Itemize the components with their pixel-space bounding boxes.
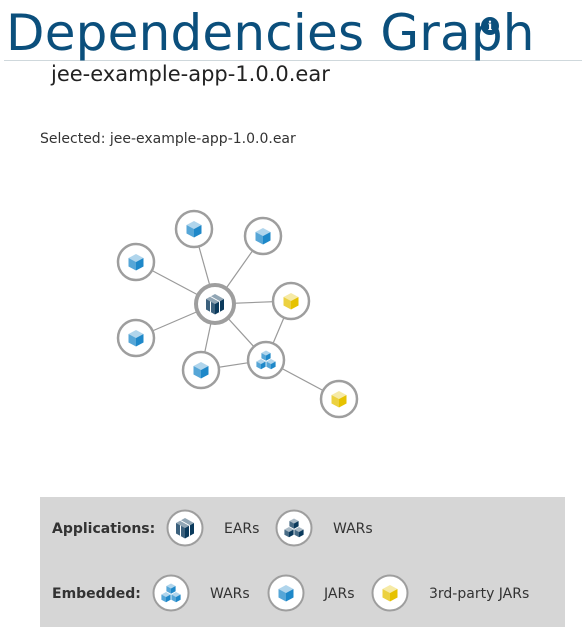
third-party-jar-icon [371, 574, 409, 612]
graph-node-jar[interactable] [174, 209, 214, 249]
graph-node-third-party-jar[interactable] [271, 281, 311, 321]
selection-prefix: Selected: [40, 131, 106, 147]
legend-row-embedded: Embedded: WARs JARs 3rd-party JARs [40, 572, 565, 616]
info-icon[interactable]: i [481, 17, 499, 35]
graph-node-jar[interactable] [116, 318, 156, 358]
selection-status: Selected: jee-example-app-1.0.0.ear [40, 130, 296, 148]
application-name: jee-example-app-1.0.0.ear [51, 62, 330, 86]
page-header: Dependencies Graph i [4, 0, 582, 62]
legend-panel: Applications: EARs WARs Embedded: WARs J… [40, 497, 565, 627]
graph-node-jar[interactable] [116, 242, 156, 282]
legend-third-party-label: 3rd-party JARs [429, 586, 530, 602]
legend-wars-label: WARs [333, 521, 373, 537]
legend-embedded-heading: Embedded: [52, 586, 141, 602]
graph-node-jar[interactable] [243, 216, 283, 256]
graph-node-third-party-jar[interactable] [319, 379, 359, 419]
ear-icon [166, 509, 204, 547]
jar-icon [267, 574, 305, 612]
graph-node-embedded-war[interactable] [246, 340, 286, 380]
legend-jars-label: JARs [324, 586, 355, 602]
legend-row-applications: Applications: EARs WARs [40, 507, 565, 551]
legend-ears-label: EARs [224, 521, 260, 537]
graph-node-ear-root[interactable] [194, 283, 236, 325]
legend-applications-heading: Applications: [52, 521, 156, 537]
dependency-graph[interactable] [0, 0, 582, 490]
graph-edges [135, 228, 340, 400]
page-title: Dependencies Graph [6, 4, 535, 62]
war-icon [275, 509, 313, 547]
selection-value: jee-example-app-1.0.0.ear [109, 131, 296, 147]
embedded-war-icon [152, 574, 190, 612]
graph-node-jar[interactable] [181, 350, 221, 390]
legend-embedded-wars-label: WARs [210, 586, 250, 602]
